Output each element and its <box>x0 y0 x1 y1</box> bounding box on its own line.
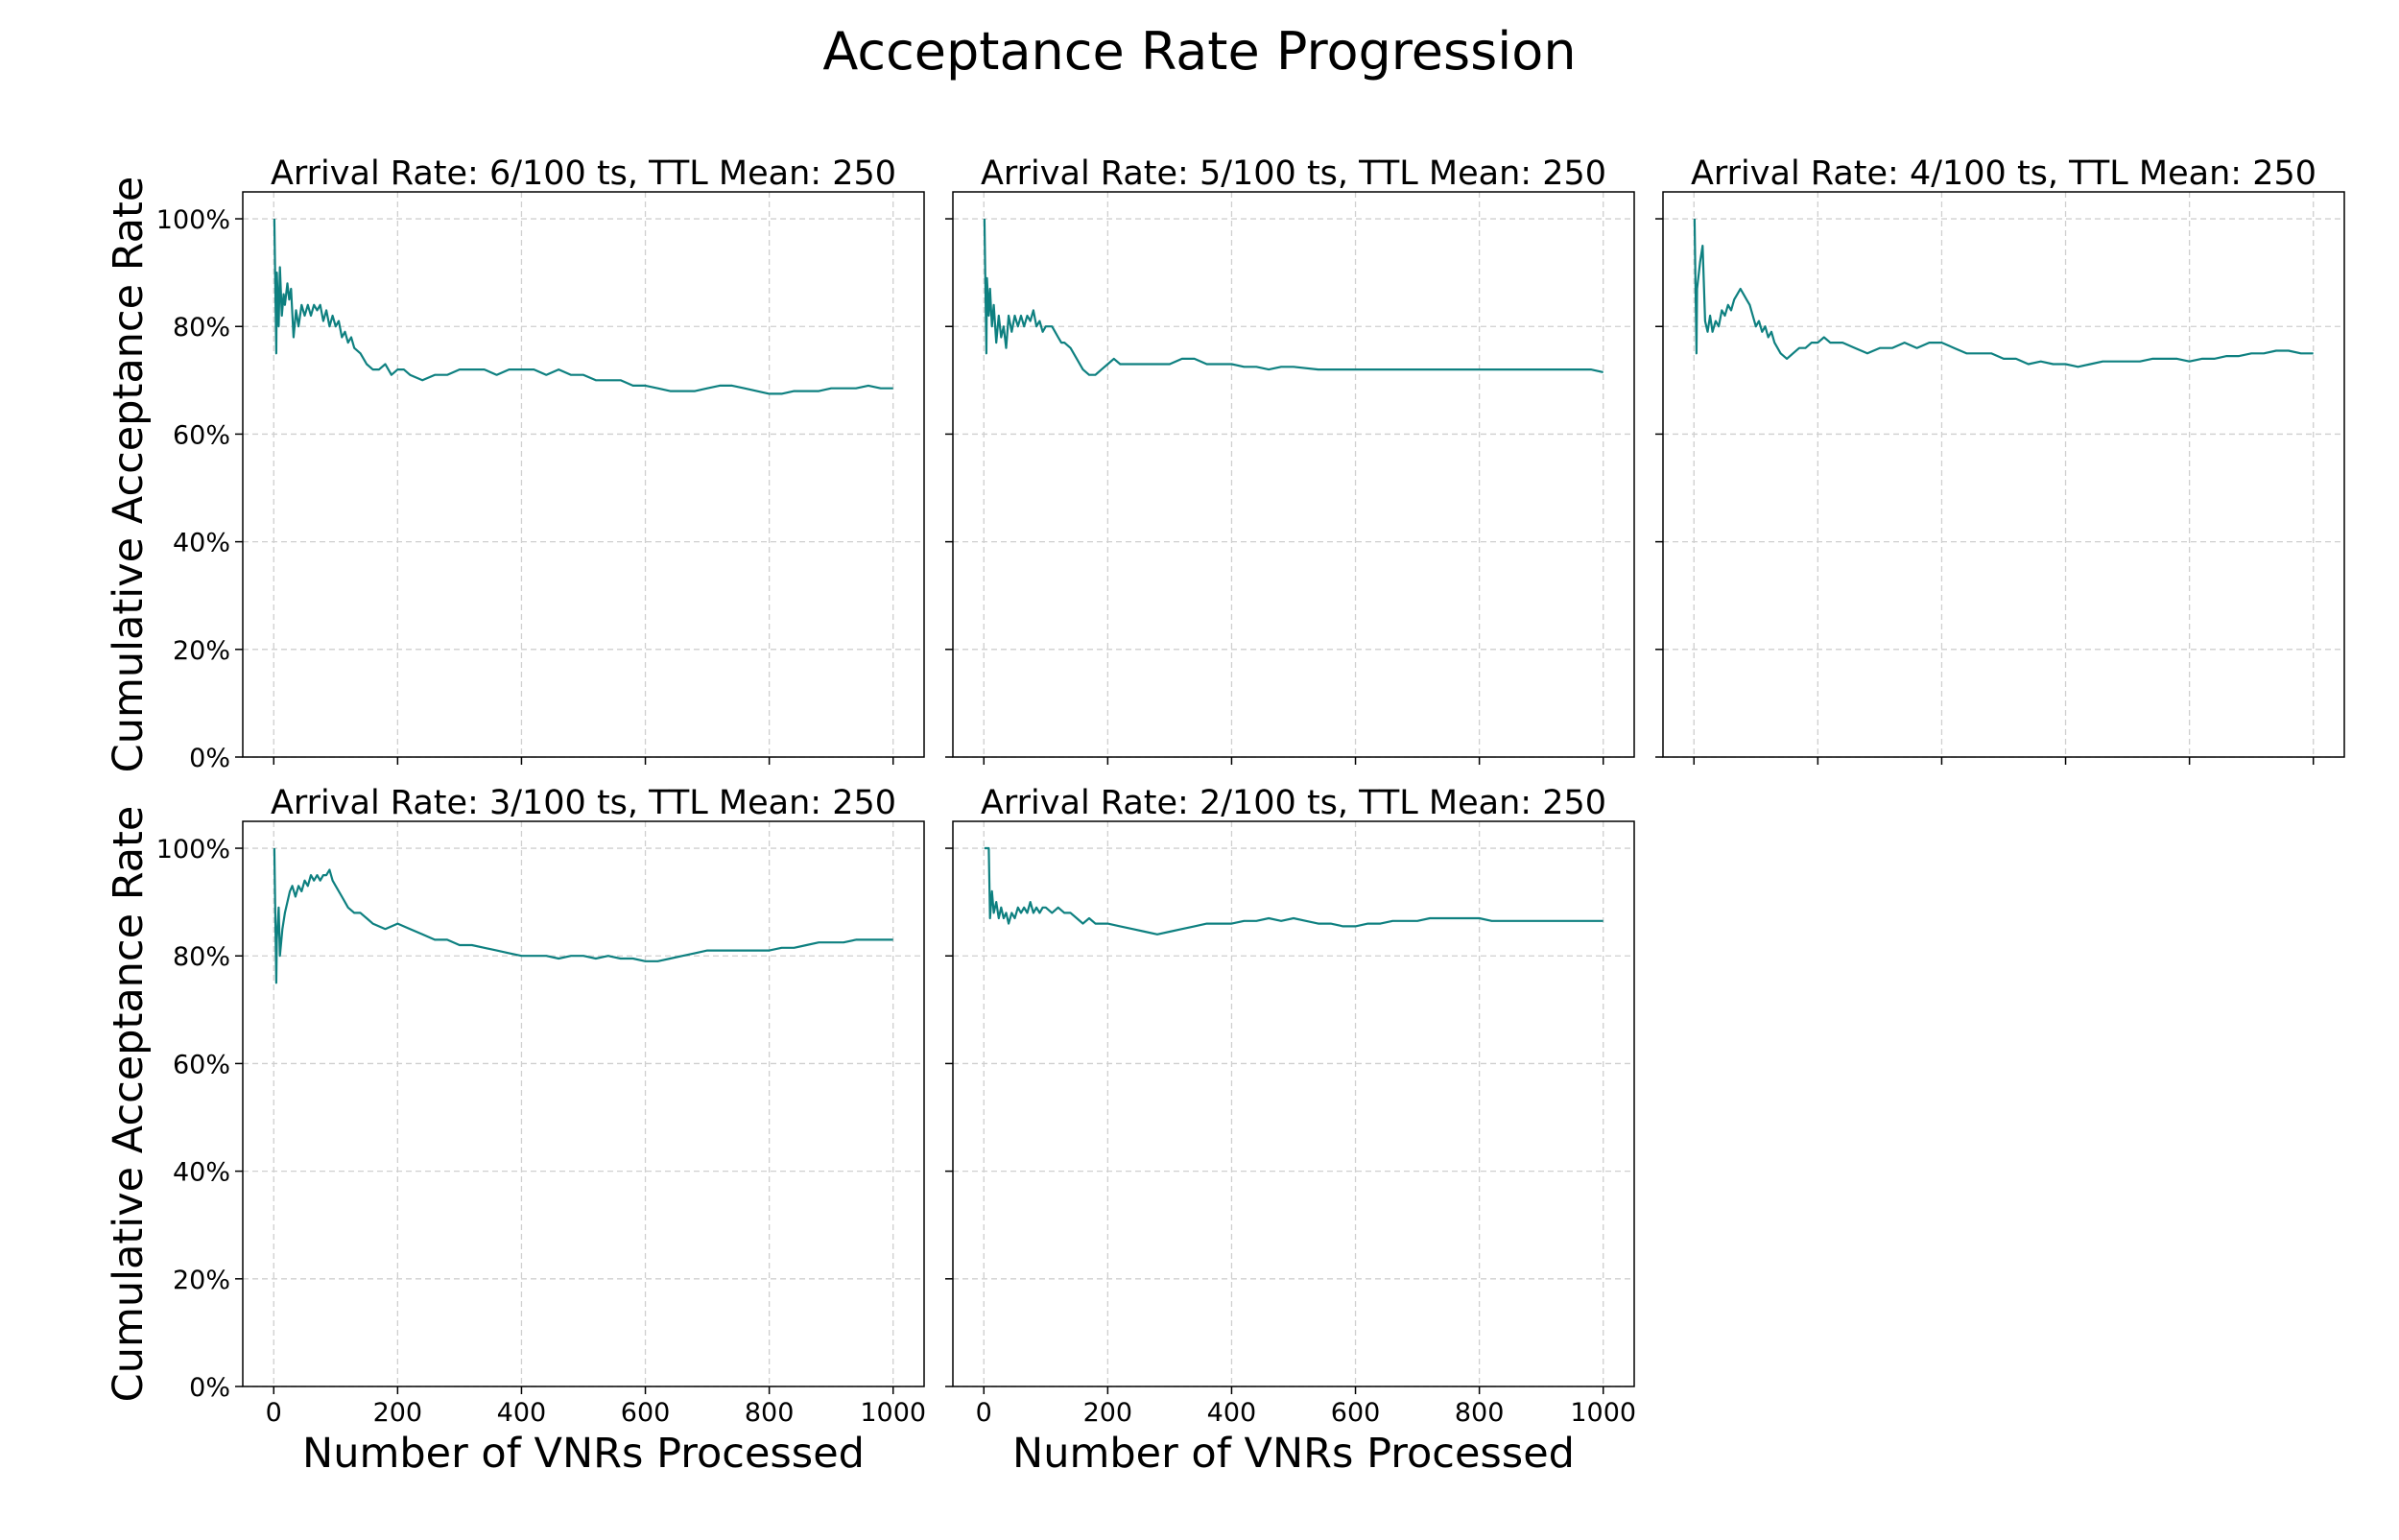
y-axis-label: Cumulative Acceptance Rate <box>105 806 153 1403</box>
plot-frame <box>952 820 1635 1387</box>
x-tick-label: 200 <box>373 1398 423 1428</box>
panel-title: Arrival Rate: 3/100 ts, TTL Mean: 250 <box>271 784 896 822</box>
acceptance-rate-line <box>273 218 893 395</box>
y-axis-label: Cumulative Acceptance Rate <box>105 177 153 773</box>
acceptance-rate-line <box>273 847 893 984</box>
acceptance-rate-line <box>983 218 1603 376</box>
y-tick-label: 100% <box>156 835 230 865</box>
y-tick-label: 20% <box>173 636 230 666</box>
plot-frame <box>242 191 925 758</box>
plot-frame <box>1662 191 2345 758</box>
x-tick-label: 0 <box>976 1398 992 1428</box>
x-tick-label: 400 <box>1207 1398 1257 1428</box>
plot-frame <box>242 820 925 1387</box>
x-tick-label: 0 <box>266 1398 282 1428</box>
y-tick-label: 80% <box>173 313 230 343</box>
x-tick-label: 600 <box>621 1398 671 1428</box>
x-tick-label: 800 <box>745 1398 795 1428</box>
panel-title: Arrival Rate: 2/100 ts, TTL Mean: 250 <box>981 784 1606 822</box>
y-tick-label: 20% <box>173 1266 230 1295</box>
x-tick-label: 1000 <box>1570 1398 1636 1428</box>
x-tick-label: 200 <box>1083 1398 1133 1428</box>
x-tick-label: 1000 <box>860 1398 926 1428</box>
x-tick-label: 600 <box>1331 1398 1381 1428</box>
acceptance-rate-line <box>1693 218 2314 368</box>
y-tick-label: 100% <box>156 205 230 235</box>
y-tick-label: 60% <box>173 1050 230 1079</box>
acceptance-rate-line <box>984 846 1603 936</box>
x-axis-label: Number of VNRs Processed <box>302 1430 865 1478</box>
figure-title: Acceptance Rate Progression <box>822 21 1576 82</box>
panel-title: Arrival Rate: 6/100 ts, TTL Mean: 250 <box>271 154 896 193</box>
panel-title: Arrival Rate: 4/100 ts, TTL Mean: 250 <box>1691 154 2316 193</box>
y-tick-label: 0% <box>189 744 230 773</box>
y-tick-label: 0% <box>189 1373 230 1403</box>
x-axis-label: Number of VNRs Processed <box>1012 1430 1575 1478</box>
y-tick-label: 40% <box>173 1158 230 1188</box>
y-tick-label: 60% <box>173 420 230 450</box>
y-tick-label: 80% <box>173 942 230 972</box>
y-tick-label: 40% <box>173 529 230 558</box>
panel-title: Arrival Rate: 5/100 ts, TTL Mean: 250 <box>981 154 1606 193</box>
plot-frame <box>952 191 1635 758</box>
x-tick-label: 800 <box>1455 1398 1505 1428</box>
x-tick-label: 400 <box>497 1398 547 1428</box>
